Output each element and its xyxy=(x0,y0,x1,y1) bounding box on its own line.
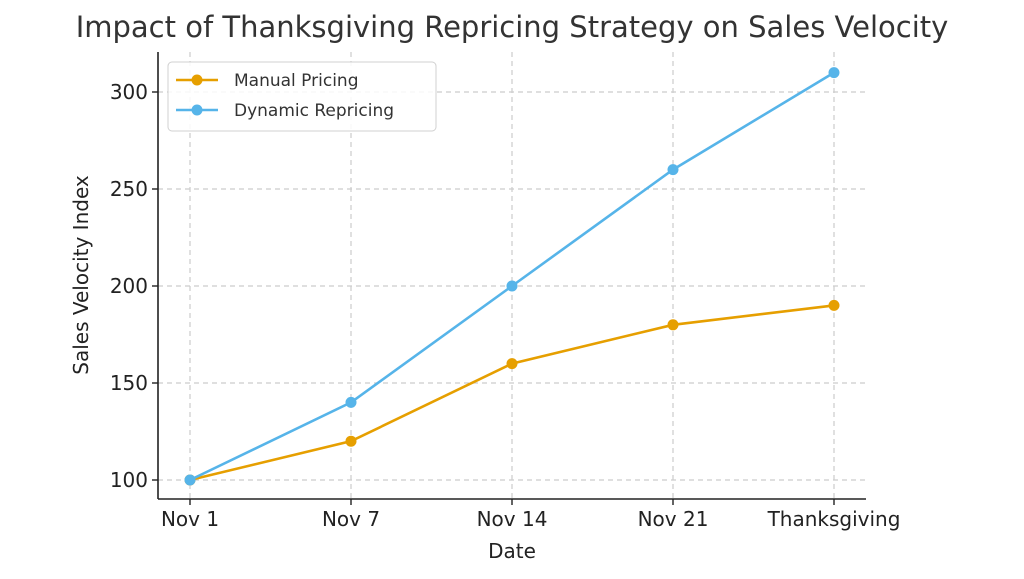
series-lines xyxy=(184,67,840,486)
x-tick-label: Nov 14 xyxy=(477,507,548,531)
x-tick-label: Nov 21 xyxy=(638,507,709,531)
x-tick-label: Nov 1 xyxy=(161,507,219,531)
data-point-marker xyxy=(828,67,840,79)
legend-label: Dynamic Repricing xyxy=(234,101,394,121)
y-tick-label: 200 xyxy=(110,274,148,298)
x-axis-label: Date xyxy=(488,539,536,563)
data-point-marker xyxy=(345,435,357,447)
legend-swatch-marker xyxy=(191,74,203,86)
legend-box xyxy=(167,61,437,132)
y-tick-label: 300 xyxy=(110,80,148,104)
data-point-marker xyxy=(506,358,518,370)
axes: 100 150 200 250 300 Nov 1 Nov 7 Nov 14 Nov 21 Tha… xyxy=(110,52,901,531)
chart-title: Impact of Thanksgiving Repricing Strateg… xyxy=(75,10,949,44)
y-tick-label: 150 xyxy=(110,371,148,395)
data-point-marker xyxy=(506,280,518,292)
legend-swatch-marker xyxy=(191,104,203,116)
x-tick-label: Nov 7 xyxy=(322,507,380,531)
data-point-marker xyxy=(345,396,357,408)
y-tick-label: 250 xyxy=(110,177,148,201)
data-point-marker xyxy=(667,319,679,331)
legend-label: Manual Pricing xyxy=(234,71,358,91)
legend: Manual Pricing Dynamic Repricing xyxy=(167,61,437,132)
data-point-marker xyxy=(828,299,840,311)
y-axis-label: Sales Velocity Index xyxy=(69,175,93,375)
y-tick-label: 100 xyxy=(110,468,148,492)
data-point-marker xyxy=(667,164,679,176)
data-point-marker xyxy=(184,474,196,486)
x-tick-label: Thanksgiving xyxy=(767,507,901,531)
